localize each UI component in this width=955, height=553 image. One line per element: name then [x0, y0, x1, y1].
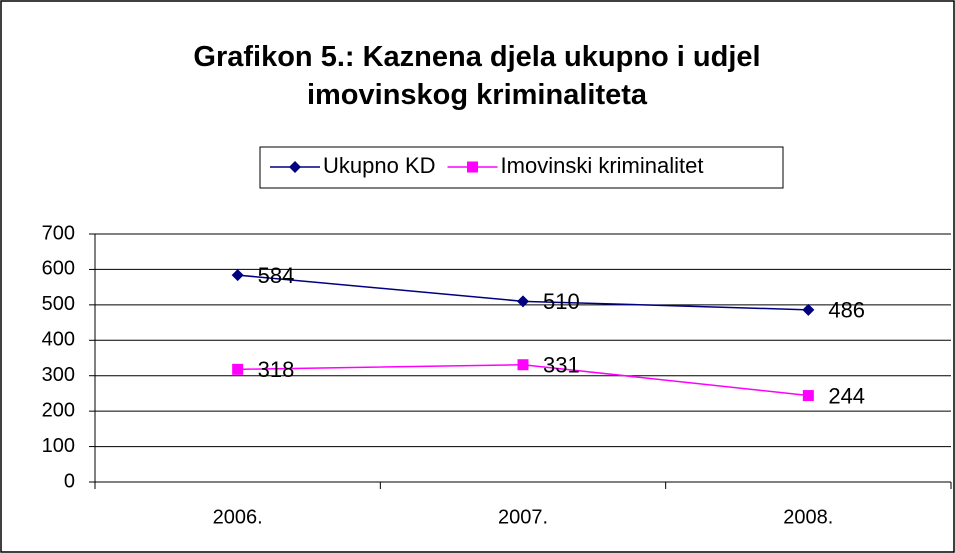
y-tick-label: 300 — [42, 364, 75, 386]
data-label: 244 — [828, 383, 865, 408]
y-tick-label: 0 — [64, 470, 75, 492]
data-label: 486 — [828, 298, 865, 323]
chart-title: Grafikon 5.: Kaznena djela ukupno i udje… — [193, 41, 761, 111]
legend-label: Imovinski kriminalitet — [501, 153, 704, 178]
y-tick-label: 400 — [42, 329, 75, 351]
y-tick-label: 200 — [42, 399, 75, 421]
data-label: 584 — [258, 263, 295, 288]
data-label: 331 — [543, 353, 580, 378]
x-tick-label: 2008. — [783, 506, 833, 528]
data-point — [802, 390, 814, 402]
legend-label: Ukupno KD — [323, 153, 436, 178]
data-point — [231, 269, 244, 282]
x-tick-label: 2006. — [213, 506, 263, 528]
data-point — [232, 363, 244, 375]
y-tick-label: 600 — [42, 258, 75, 280]
legend-marker — [289, 161, 301, 173]
legend-box — [259, 146, 784, 189]
x-tick-label: 2007. — [498, 506, 548, 528]
y-tick-label: 100 — [42, 435, 75, 457]
data-label: 318 — [258, 357, 295, 382]
legend-marker — [467, 161, 479, 173]
y-tick-label: 700 — [42, 222, 75, 244]
y-tick-label: 500 — [42, 293, 75, 315]
data-point — [802, 303, 815, 316]
data-point — [517, 295, 529, 308]
data-point — [517, 359, 529, 371]
data-label: 510 — [543, 289, 580, 314]
